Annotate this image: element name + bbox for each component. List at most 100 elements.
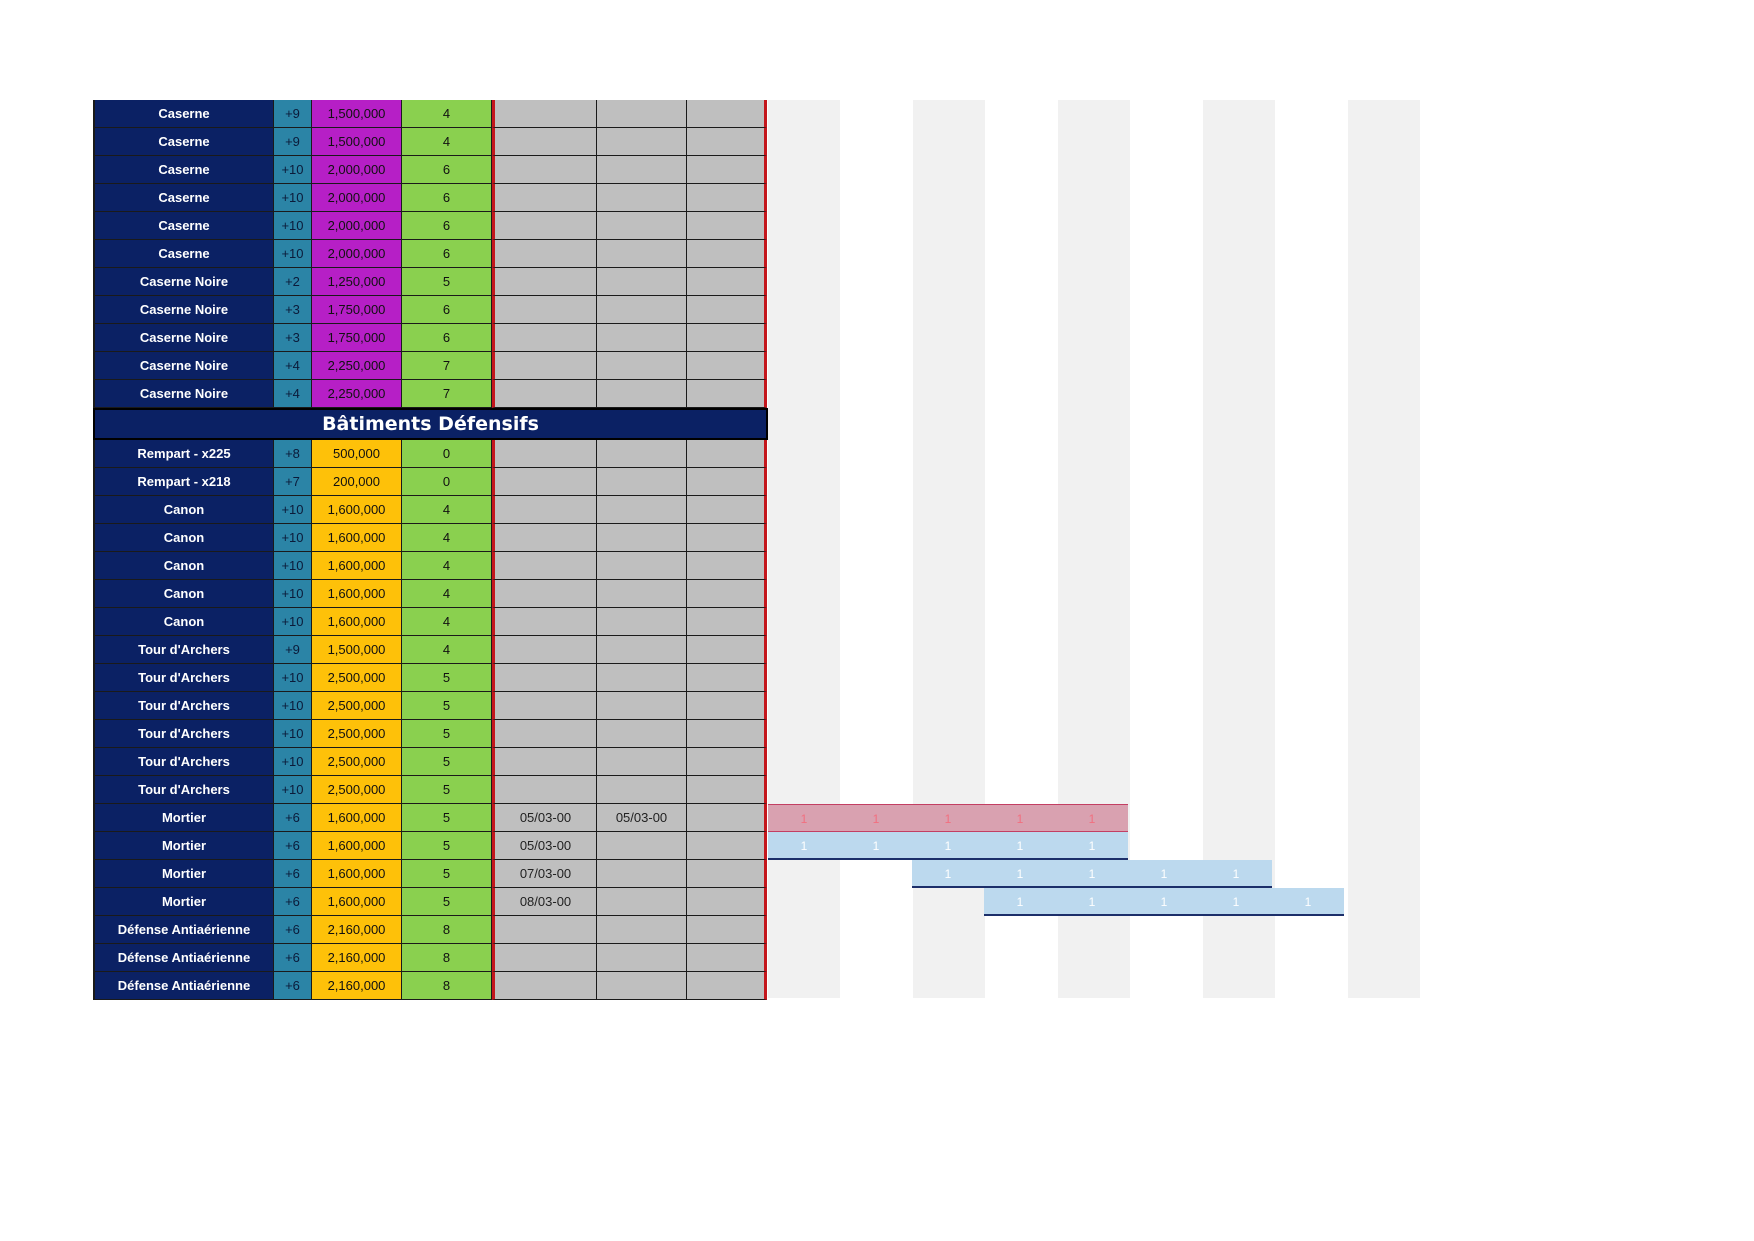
upgrade-days-cell[interactable]: 5 <box>402 860 492 888</box>
table-row[interactable]: Mortier +6 1,600,000 5 05/03-00 05/03-00 <box>93 804 767 832</box>
upgrade-days-cell[interactable]: 5 <box>402 692 492 720</box>
start-date-cell[interactable] <box>492 352 597 380</box>
start-date-cell[interactable] <box>492 580 597 608</box>
building-name-cell[interactable]: Caserne Noire <box>93 268 274 296</box>
upgrade-cost-cell[interactable]: 1,600,000 <box>312 832 402 860</box>
start-date-cell[interactable]: 05/03-00 <box>492 832 597 860</box>
table-row[interactable]: Tour d'Archers +10 2,500,000 5 <box>93 664 767 692</box>
start-date-cell[interactable] <box>492 720 597 748</box>
start-date-cell[interactable] <box>492 692 597 720</box>
end-date-cell[interactable] <box>597 440 687 468</box>
upgrade-cost-cell[interactable]: 2,160,000 <box>312 972 402 1000</box>
building-name-cell[interactable]: Défense Antiaérienne <box>93 972 274 1000</box>
end-date-cell[interactable] <box>597 552 687 580</box>
start-date-cell[interactable] <box>492 608 597 636</box>
upgrade-days-cell[interactable]: 4 <box>402 636 492 664</box>
target-level-cell[interactable]: +10 <box>274 496 312 524</box>
upgrade-cost-cell[interactable]: 2,250,000 <box>312 380 402 408</box>
upgrade-cost-cell[interactable]: 2,000,000 <box>312 184 402 212</box>
notes-cell[interactable] <box>687 860 767 888</box>
end-date-cell[interactable] <box>597 128 687 156</box>
building-name-cell[interactable]: Canon <box>93 580 274 608</box>
notes-cell[interactable] <box>687 324 767 352</box>
notes-cell[interactable] <box>687 296 767 324</box>
end-date-cell[interactable] <box>597 944 687 972</box>
building-name-cell[interactable]: Mortier <box>93 860 274 888</box>
upgrade-cost-cell[interactable]: 500,000 <box>312 440 402 468</box>
start-date-cell[interactable]: 07/03-00 <box>492 860 597 888</box>
upgrade-days-cell[interactable]: 7 <box>402 352 492 380</box>
upgrade-days-cell[interactable]: 5 <box>402 832 492 860</box>
target-level-cell[interactable]: +9 <box>274 636 312 664</box>
notes-cell[interactable] <box>687 496 767 524</box>
building-name-cell[interactable]: Défense Antiaérienne <box>93 916 274 944</box>
building-name-cell[interactable]: Tour d'Archers <box>93 636 274 664</box>
upgrade-cost-cell[interactable]: 1,500,000 <box>312 100 402 128</box>
notes-cell[interactable] <box>687 832 767 860</box>
notes-cell[interactable] <box>687 636 767 664</box>
upgrade-days-cell[interactable]: 5 <box>402 268 492 296</box>
building-name-cell[interactable]: Rempart - x225 <box>93 440 274 468</box>
start-date-cell[interactable] <box>492 916 597 944</box>
start-date-cell[interactable]: 05/03-00 <box>492 804 597 832</box>
end-date-cell[interactable] <box>597 268 687 296</box>
upgrade-days-cell[interactable]: 4 <box>402 496 492 524</box>
building-name-cell[interactable]: Canon <box>93 552 274 580</box>
end-date-cell[interactable] <box>597 636 687 664</box>
building-name-cell[interactable]: Canon <box>93 608 274 636</box>
upgrade-days-cell[interactable]: 6 <box>402 184 492 212</box>
start-date-cell[interactable] <box>492 268 597 296</box>
upgrade-cost-cell[interactable]: 1,600,000 <box>312 804 402 832</box>
table-row[interactable]: Caserne +10 2,000,000 6 <box>93 156 767 184</box>
table-row[interactable]: Canon +10 1,600,000 4 <box>93 496 767 524</box>
target-level-cell[interactable]: +6 <box>274 832 312 860</box>
upgrade-days-cell[interactable]: 4 <box>402 100 492 128</box>
building-name-cell[interactable]: Canon <box>93 496 274 524</box>
end-date-cell[interactable] <box>597 100 687 128</box>
target-level-cell[interactable]: +10 <box>274 748 312 776</box>
upgrade-days-cell[interactable]: 5 <box>402 776 492 804</box>
target-level-cell[interactable]: +6 <box>274 972 312 1000</box>
notes-cell[interactable] <box>687 100 767 128</box>
table-row[interactable]: Caserne +10 2,000,000 6 <box>93 184 767 212</box>
end-date-cell[interactable] <box>597 608 687 636</box>
start-date-cell[interactable] <box>492 240 597 268</box>
notes-cell[interactable] <box>687 944 767 972</box>
end-date-cell[interactable] <box>597 860 687 888</box>
target-level-cell[interactable]: +10 <box>274 212 312 240</box>
target-level-cell[interactable]: +4 <box>274 380 312 408</box>
notes-cell[interactable] <box>687 468 767 496</box>
upgrade-cost-cell[interactable]: 2,500,000 <box>312 720 402 748</box>
building-name-cell[interactable]: Caserne Noire <box>93 296 274 324</box>
end-date-cell[interactable] <box>597 664 687 692</box>
start-date-cell[interactable] <box>492 636 597 664</box>
building-name-cell[interactable]: Caserne <box>93 212 274 240</box>
upgrade-cost-cell[interactable]: 1,600,000 <box>312 552 402 580</box>
start-date-cell[interactable] <box>492 748 597 776</box>
notes-cell[interactable] <box>687 664 767 692</box>
upgrade-days-cell[interactable]: 8 <box>402 972 492 1000</box>
start-date-cell[interactable] <box>492 972 597 1000</box>
upgrade-days-cell[interactable]: 5 <box>402 804 492 832</box>
notes-cell[interactable] <box>687 720 767 748</box>
target-level-cell[interactable]: +6 <box>274 916 312 944</box>
notes-cell[interactable] <box>687 580 767 608</box>
end-date-cell[interactable] <box>597 156 687 184</box>
end-date-cell[interactable] <box>597 720 687 748</box>
table-row[interactable]: Tour d'Archers +9 1,500,000 4 <box>93 636 767 664</box>
target-level-cell[interactable]: +10 <box>274 664 312 692</box>
notes-cell[interactable] <box>687 692 767 720</box>
start-date-cell[interactable] <box>492 324 597 352</box>
end-date-cell[interactable] <box>597 496 687 524</box>
building-name-cell[interactable]: Tour d'Archers <box>93 664 274 692</box>
building-name-cell[interactable]: Mortier <box>93 888 274 916</box>
start-date-cell[interactable] <box>492 184 597 212</box>
table-row[interactable]: Défense Antiaérienne +6 2,160,000 8 <box>93 972 767 1000</box>
target-level-cell[interactable]: +10 <box>274 608 312 636</box>
upgrade-cost-cell[interactable]: 1,600,000 <box>312 496 402 524</box>
end-date-cell[interactable] <box>597 296 687 324</box>
upgrade-cost-cell[interactable]: 1,750,000 <box>312 324 402 352</box>
upgrade-cost-cell[interactable]: 1,600,000 <box>312 860 402 888</box>
table-row[interactable]: Tour d'Archers +10 2,500,000 5 <box>93 692 767 720</box>
upgrade-cost-cell[interactable]: 1,500,000 <box>312 128 402 156</box>
